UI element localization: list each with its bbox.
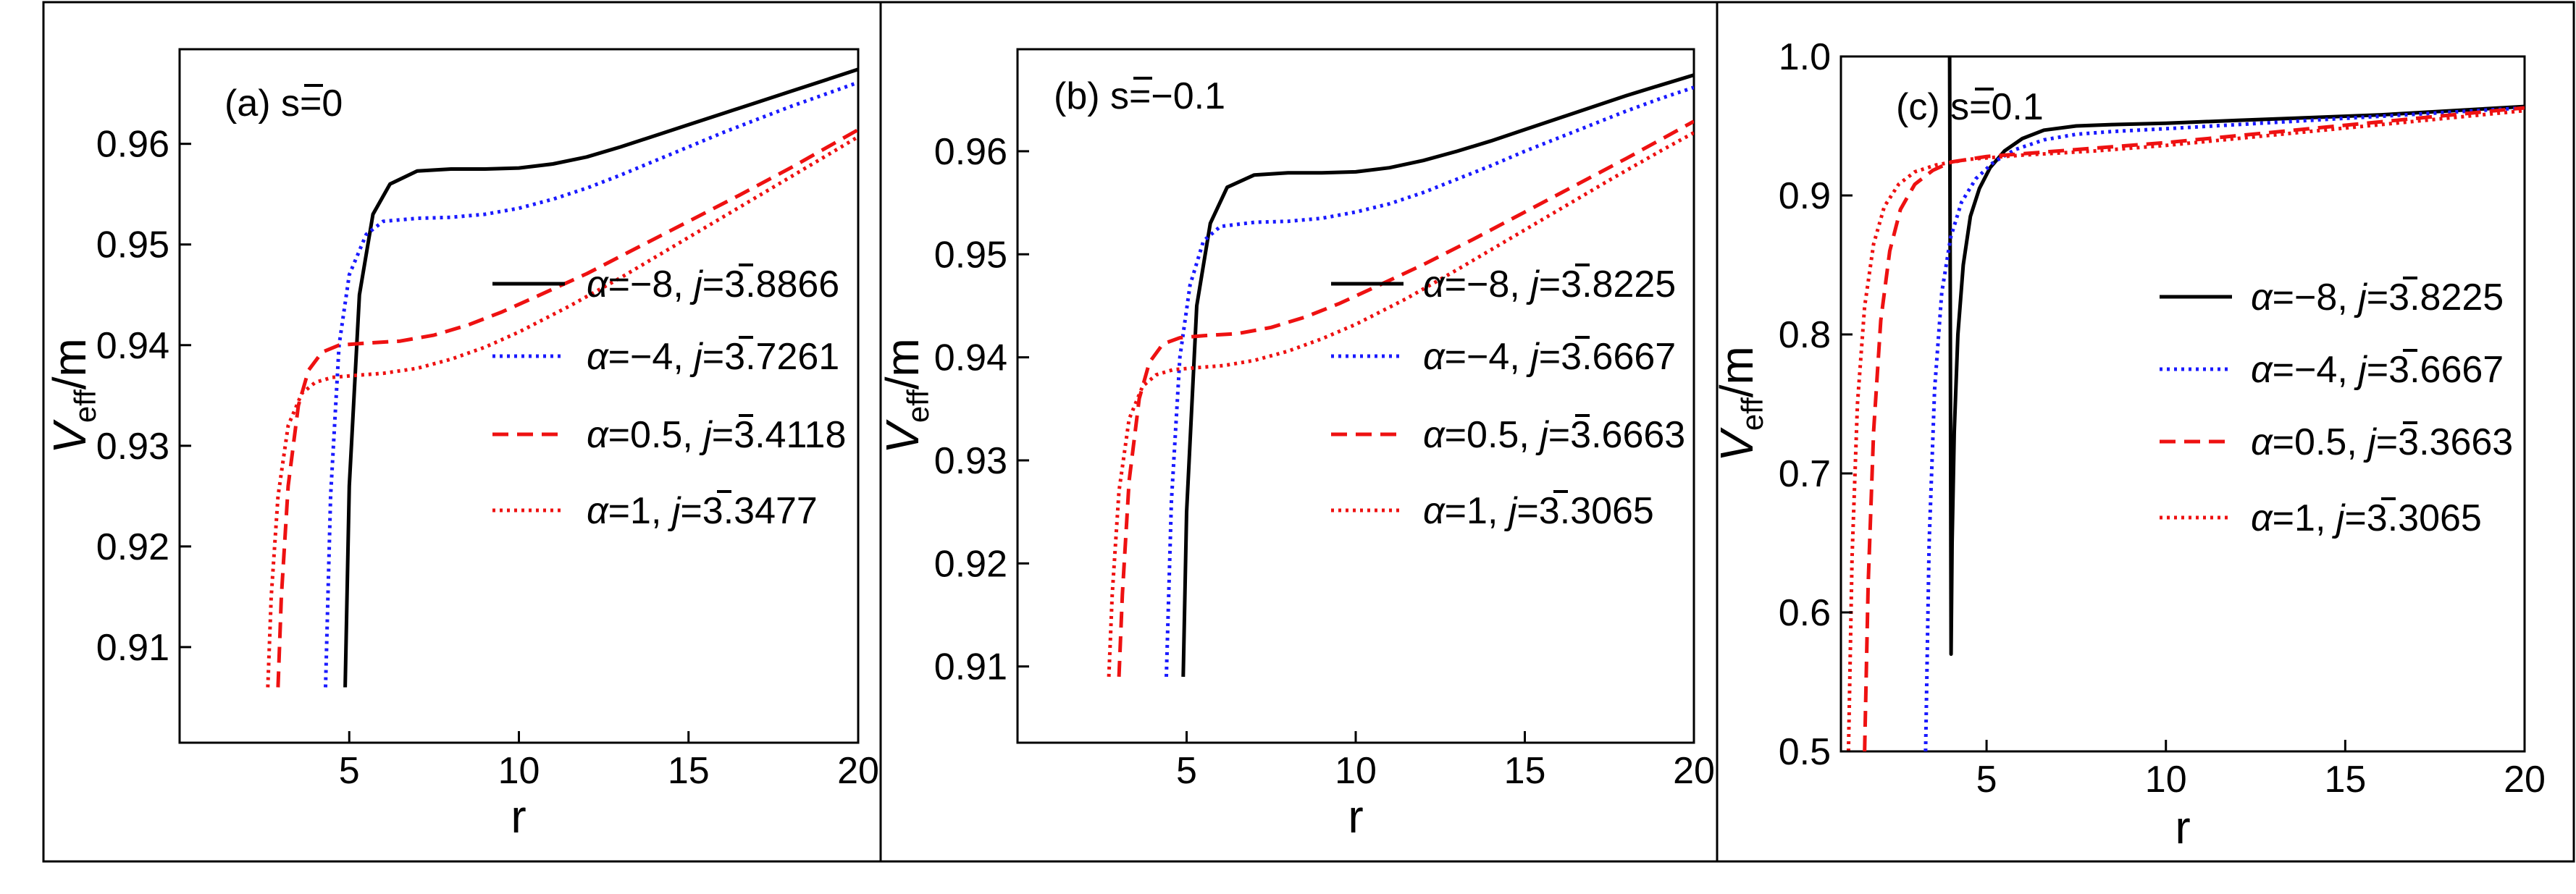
panel-title: (b) s=−0.1 bbox=[1054, 75, 1225, 117]
legend-label: α=−4, j=3.6667 bbox=[1423, 336, 1676, 378]
x-axis-label: r bbox=[1348, 790, 1363, 843]
y-tick-label: 0.92 bbox=[934, 543, 1007, 585]
legend-entry: α=−4, j=3.6667 bbox=[1331, 336, 1676, 378]
panel-a: 5 10 15 200.910.920.930.940.950.96 (a) s=0 … bbox=[43, 48, 879, 843]
legend-entry: α=0.5, j=3.6663 bbox=[1331, 414, 1685, 456]
x-tick-label: 10 bbox=[2145, 759, 2187, 801]
y-tick-label: 0.94 bbox=[934, 337, 1007, 379]
y-tick-label: 0.7 bbox=[1779, 453, 1831, 495]
panel-c: 5 10 15 20 0.5 0.6 0.7 0.8 0.9 1.0 (c) s=0.1 r Ve… bbox=[1711, 36, 2546, 853]
legend-entry: α=−8, j=3.8225 bbox=[1331, 263, 1676, 305]
x-tick-label: 20 bbox=[837, 750, 879, 792]
x-tick-label: 20 bbox=[2504, 759, 2546, 801]
y-tick-label: 0.6 bbox=[1779, 592, 1831, 634]
x-tick-label: 15 bbox=[668, 750, 710, 792]
legend-label: α=−8, j=3.8866 bbox=[587, 263, 839, 305]
series-layer bbox=[1107, 73, 1694, 678]
y-tick-label: 0.96 bbox=[934, 131, 1007, 173]
series-line bbox=[1181, 73, 1694, 677]
y-axis-label: Veff/m bbox=[1711, 346, 1769, 462]
x-tick-label: 10 bbox=[1335, 750, 1377, 792]
legend: α=−8, j=3.8225 α=−4, j=3.6667 α=0.5, j=3… bbox=[1331, 263, 1685, 532]
y-tick-label: 0.95 bbox=[96, 224, 169, 266]
x-tick-label: 5 bbox=[339, 750, 360, 792]
y-tick-label: 1.0 bbox=[1779, 36, 1831, 78]
legend-entry: α=−4, j=3.7261 bbox=[492, 336, 839, 378]
y-tick-label: 0.5 bbox=[1779, 731, 1831, 773]
plot-frame bbox=[1839, 55, 2526, 753]
ticks-layer: 5 10 15 20 0.91 0.92 0.93 0.94 0.95 0.96 bbox=[934, 131, 1715, 792]
y-axis-label: Veff/m bbox=[876, 338, 935, 454]
y-tick-label: 0.92 bbox=[96, 526, 169, 568]
legend-entry: α=−8, j=3.8866 bbox=[492, 263, 839, 305]
series-line bbox=[1165, 85, 1694, 677]
legend-label: α=0.5, j=3.4118 bbox=[587, 414, 846, 456]
series-line bbox=[1947, 56, 2525, 657]
legend: α=−8, j=3.8225 α=−4, j=3.6667 α=0.5, j=3… bbox=[2160, 277, 2513, 539]
legend-entry: α=1, j=3.3065 bbox=[1331, 490, 1654, 532]
series-line bbox=[1863, 106, 2525, 751]
y-axis-label: Veff/m bbox=[43, 338, 102, 454]
x-axis-label: r bbox=[2175, 801, 2190, 853]
panel-title: (c) s=0.1 bbox=[1896, 86, 2044, 128]
panel-title: (a) s=0 bbox=[225, 83, 343, 125]
y-tick-label: 0.93 bbox=[934, 440, 1007, 482]
legend-entry: α=−4, j=3.6667 bbox=[2160, 349, 2504, 391]
series-line bbox=[1923, 106, 2525, 751]
legend-label: α=0.5, j=3.3663 bbox=[2251, 421, 2513, 463]
y-tick-label: 0.93 bbox=[96, 426, 169, 468]
legend-label: α=0.5, j=3.6663 bbox=[1423, 414, 1685, 456]
series-layer bbox=[1846, 56, 2525, 751]
series-line bbox=[266, 135, 858, 688]
x-tick-label: 15 bbox=[1504, 750, 1546, 792]
legend-entry: α=1, j=3.3477 bbox=[492, 490, 818, 532]
series-line bbox=[1107, 131, 1694, 678]
legend-entry: α=0.5, j=3.4118 bbox=[492, 414, 846, 456]
legend-entry: α=1, j=3.3065 bbox=[2160, 497, 2482, 539]
ticks-layer: 5 10 15 20 0.5 0.6 0.7 0.8 0.9 1.0 bbox=[1779, 36, 2546, 801]
y-tick-label: 0.8 bbox=[1779, 314, 1831, 356]
y-tick-label: 0.94 bbox=[96, 325, 169, 367]
y-tick-label: 0.95 bbox=[934, 234, 1007, 276]
legend-entry: α=−8, j=3.8225 bbox=[2160, 277, 2504, 319]
plot-frame bbox=[178, 48, 860, 744]
y-tick-label: 0.9 bbox=[1779, 175, 1831, 217]
y-tick-label: 0.91 bbox=[934, 646, 1007, 688]
series-line bbox=[324, 80, 858, 688]
legend-label: α=−8, j=3.8225 bbox=[2251, 277, 2504, 319]
legend: α=−8, j=3.8866 α=−4, j=3.7261 α=0.5, j=3… bbox=[492, 263, 846, 532]
x-tick-label: 5 bbox=[1176, 750, 1197, 792]
legend-label: α=1, j=3.3065 bbox=[2251, 497, 2482, 539]
series-line bbox=[343, 67, 858, 688]
legend-label: α=−4, j=3.7261 bbox=[587, 336, 839, 378]
panel-b: 5 10 15 20 0.91 0.92 0.93 0.94 0.95 0.96 (b) s=−0… bbox=[876, 48, 1715, 843]
x-tick-label: 20 bbox=[1673, 750, 1715, 792]
ticks-layer: 5 10 15 20 0.91 0.92 0.93 0.94 0.95 0.96 bbox=[96, 124, 879, 792]
series-line bbox=[276, 128, 858, 688]
legend-label: α=1, j=3.3065 bbox=[1423, 490, 1654, 532]
figure-frame bbox=[42, 1, 2575, 863]
x-tick-label: 5 bbox=[1976, 759, 1997, 801]
series-line bbox=[1117, 119, 1694, 678]
x-tick-label: 10 bbox=[498, 750, 540, 792]
legend-label: α=−4, j=3.6667 bbox=[2251, 349, 2504, 391]
legend-entry: α=0.5, j=3.3663 bbox=[2160, 421, 2513, 463]
series-line bbox=[1846, 109, 2525, 751]
x-tick-label: 15 bbox=[2324, 759, 2366, 801]
y-tick-label: 0.96 bbox=[96, 124, 169, 166]
x-axis-label: r bbox=[511, 790, 526, 843]
legend-label: α=1, j=3.3477 bbox=[587, 490, 818, 532]
series-layer bbox=[266, 67, 858, 688]
legend-label: α=−8, j=3.8225 bbox=[1423, 263, 1676, 305]
y-tick-label: 0.91 bbox=[96, 627, 169, 669]
